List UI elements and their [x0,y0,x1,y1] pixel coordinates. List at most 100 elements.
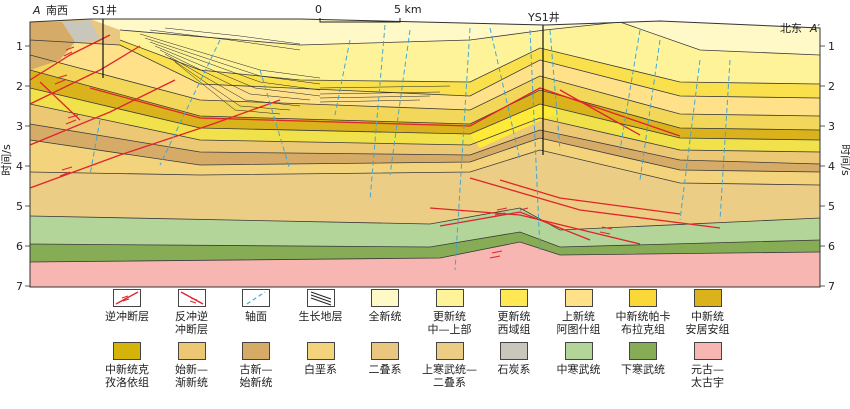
tick-label-right: 7 [828,280,835,290]
unit-eo-olig [30,104,820,164]
cross-section: 1 12 23 34 45 56 67 7 时间/s 时间/s A 南西 北东 A′ S1井 … [0,3,850,290]
legend-label-paleo-eo: 古新— 始新统 [225,363,287,389]
legend-label-line: 中新统 [691,310,724,323]
growth-strata [139,27,451,115]
unit-mio-pakabulake [30,55,820,130]
legend-label-line: 石炭系 [497,363,531,376]
tick-label-right: 6 [828,240,835,253]
legend-item-eo-olig: 始新— 渐新统 [161,342,223,389]
tick-label-left: 5 [16,200,23,213]
endpoint-a-prime: A′ [809,22,821,35]
legend-swatch-carboniferous [500,342,528,360]
legend-label-line: 二叠系 [433,376,466,389]
legend-label-line: 太古宇 [691,376,724,389]
scale-end: 5 km [394,3,422,16]
legend-label-axial: 轴面 [225,310,287,323]
legend-item-low-camb: 下寒武统 [612,342,674,376]
legend-item-carboniferous: 石炭系 [483,342,545,376]
y-axis-label-right: 时间/s [839,144,850,176]
tick-label-left: 6 [16,240,23,253]
legend-label-line: 中—上部 [427,323,472,336]
legend-label-carboniferous: 石炭系 [483,363,545,376]
legend-label-line: 下寒武统 [621,363,665,376]
legend-label-line: 更新统 [433,310,466,323]
legend-label-line: 中寒武统 [556,363,601,376]
legend-label-line: 中新统克 [105,363,149,376]
legend-swatch-paleo-eo [242,342,270,360]
legend-swatch-backthrust [177,289,206,307]
legend-label-line: 孜洛依组 [105,376,149,389]
legend-item-permian: 二叠系 [354,342,416,376]
legend-swatch-mio-anjuan [693,289,722,307]
legend-label-line: 阿图什组 [556,323,601,336]
unit-ucamb-perm-body [30,150,820,230]
legend-label-mio-pakabulake: 中新统帕卡 布拉克组 [612,310,674,336]
legend-item-thrust: 逆冲断层 [96,289,158,323]
legend-label-line: 中新统帕卡 [615,310,671,323]
tick-label-left: 3 [16,120,23,133]
unit-pleist-mid-up [120,22,820,84]
legend-label-holocene: 全新统 [354,310,416,323]
direction-left: 南西 [46,4,68,17]
well-label-ys1: YS1井 [527,10,560,24]
scale-bar: 0 5 km [315,3,422,23]
legend-label-line: 渐新统 [175,376,208,389]
legend-label-line: 全新统 [368,310,402,323]
legend-label-cretaceous: 白垩系 [290,363,352,376]
legend-label-protero-arch: 元古— 太古宇 [677,363,739,389]
tick-label-right: 2 [828,80,835,93]
legend-item-plio-atushi: 上新统 阿图什组 [548,289,610,336]
legend-label-line: 元古— [691,363,724,376]
legend-swatch-ucamb-perm [435,342,464,360]
axial-surfaces [89,24,731,271]
legend-swatch-protero-arch [693,342,722,360]
axis-ticks [25,45,825,287]
legend-label-line: 轴面 [245,310,267,323]
legend-item-paleo-eo: 古新— 始新统 [225,342,287,389]
legend-label-thrust: 逆冲断层 [96,310,158,323]
tick-label-left: 7 [16,280,23,290]
legend-label-pleist-mid-up: 更新统 中—上部 [419,310,481,336]
legend-item-mid-camb: 中寒武统 [548,342,610,376]
legend-label-line: 更新统 [497,310,531,323]
legend-item-cretaceous: 白垩系 [290,342,352,376]
legend-label-line: 逆冲断层 [105,310,149,323]
legend-label-line: 白垩系 [304,363,337,376]
legend-swatch-permian [371,342,399,360]
legend-swatch-thrust [113,289,141,307]
legend-item-ucamb-perm: 上寒武统— 二叠系 [419,342,481,389]
legend-item-growth: 生长地层 [290,289,352,323]
legend-label-line: 布拉克组 [621,323,665,336]
legend-item-protero-arch: 元古— 太古宇 [677,342,739,389]
legend-item-pleist-xiyu: 更新统 西域组 [483,289,545,336]
legend-label-mid-camb: 中寒武统 [548,363,610,376]
legend-label-mio-keziluoyi: 中新统克 孜洛依组 [96,363,158,389]
tick-label-left: 1 [16,40,23,53]
legend-swatch-growth [306,289,335,307]
tick-label-right: 5 [828,200,835,213]
unit-xiyu-core [470,104,560,148]
unit-paleo-eo [30,124,820,172]
tick-label-left: 2 [16,80,23,93]
legend-label-plio-atushi: 上新统 阿图什组 [548,310,610,336]
legend-item-holocene: 全新统 [354,289,416,323]
legend-item-axial: 轴面 [225,289,287,323]
legend-label-line: 生长地层 [298,310,343,323]
legend-item-mio-pakabulake: 中新统帕卡 布拉克组 [612,289,674,336]
unit-protero-arch [30,242,820,287]
legend-swatch-mid-camb [564,342,593,360]
legend-label-low-camb: 下寒武统 [612,363,674,376]
tick-label-right: 1 [828,40,835,53]
legend-label-mio-anjuan: 中新统 安居安组 [677,310,739,336]
unit-mio-anjuan [30,70,820,140]
legend-label-line: 上寒武统— [422,363,477,376]
legend-label-growth: 生长地层 [290,310,352,323]
legend-item-mio-anjuan: 中新统 安居安组 [677,289,739,336]
legend-label-line: 西域组 [497,323,531,336]
tick-label-right: 4 [828,160,835,173]
well-label-s1: S1井 [92,3,117,17]
thrust-faults [30,34,721,245]
legend-label-line: 始新— [175,363,208,376]
unit-cretaceous [30,138,820,185]
legend-swatch-cretaceous [306,342,335,360]
